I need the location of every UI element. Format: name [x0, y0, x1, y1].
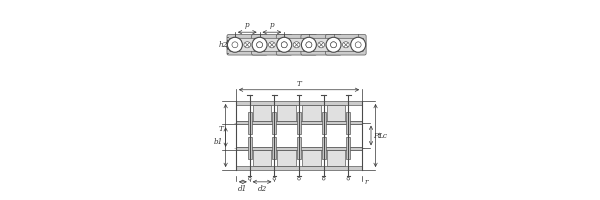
Circle shape	[356, 43, 360, 47]
FancyBboxPatch shape	[251, 35, 292, 55]
FancyBboxPatch shape	[326, 35, 366, 55]
Circle shape	[277, 37, 292, 52]
Ellipse shape	[318, 42, 325, 48]
Circle shape	[306, 42, 312, 48]
Circle shape	[322, 177, 325, 180]
Circle shape	[273, 177, 276, 180]
Text: b1: b1	[214, 138, 223, 146]
Text: T: T	[296, 80, 301, 88]
Text: p: p	[245, 21, 250, 29]
FancyBboxPatch shape	[328, 38, 364, 51]
Circle shape	[252, 37, 267, 52]
Text: r: r	[364, 178, 368, 186]
Bar	[302, 150, 321, 166]
Bar	[272, 137, 277, 159]
FancyBboxPatch shape	[279, 38, 314, 51]
Bar	[277, 150, 296, 166]
Bar	[326, 105, 346, 124]
Circle shape	[281, 42, 287, 48]
Ellipse shape	[244, 42, 251, 48]
Bar	[326, 150, 346, 166]
Circle shape	[347, 177, 350, 180]
FancyBboxPatch shape	[227, 35, 268, 55]
Circle shape	[326, 37, 341, 52]
Text: d1: d1	[238, 185, 247, 193]
Bar	[236, 166, 362, 170]
Circle shape	[282, 43, 286, 47]
Text: d2: d2	[257, 185, 266, 193]
Circle shape	[257, 43, 262, 47]
Circle shape	[301, 37, 316, 52]
Circle shape	[307, 43, 311, 47]
Circle shape	[350, 37, 365, 52]
Circle shape	[298, 177, 301, 180]
Bar	[248, 137, 251, 159]
Bar	[253, 150, 271, 166]
Text: p: p	[269, 21, 274, 29]
Circle shape	[233, 43, 237, 47]
Ellipse shape	[343, 42, 349, 48]
Bar	[302, 105, 321, 124]
Bar	[253, 105, 271, 124]
Circle shape	[306, 42, 312, 48]
Bar	[236, 121, 362, 124]
Bar	[236, 121, 362, 124]
Circle shape	[248, 177, 251, 180]
Text: T: T	[218, 125, 223, 133]
Text: Lc: Lc	[378, 132, 387, 140]
Bar	[236, 147, 362, 150]
Circle shape	[331, 42, 337, 48]
Bar	[346, 137, 350, 159]
Bar	[236, 101, 362, 105]
Text: Pt: Pt	[373, 132, 381, 140]
Circle shape	[281, 42, 287, 48]
Ellipse shape	[293, 42, 300, 48]
FancyBboxPatch shape	[254, 38, 290, 51]
Bar	[346, 112, 350, 134]
Bar	[248, 112, 251, 134]
Bar	[297, 112, 301, 134]
Circle shape	[332, 43, 335, 47]
Circle shape	[257, 42, 263, 48]
Circle shape	[227, 37, 242, 52]
Circle shape	[355, 42, 361, 48]
Circle shape	[331, 42, 337, 48]
Circle shape	[232, 42, 238, 48]
Bar	[236, 147, 362, 150]
Bar	[297, 137, 301, 159]
Bar	[322, 137, 326, 159]
Bar	[272, 112, 277, 134]
Bar	[322, 112, 326, 134]
FancyBboxPatch shape	[276, 35, 317, 55]
Circle shape	[257, 42, 263, 48]
Ellipse shape	[269, 42, 275, 48]
FancyBboxPatch shape	[301, 35, 341, 55]
FancyBboxPatch shape	[229, 38, 265, 51]
Text: h2: h2	[219, 41, 229, 49]
Bar	[277, 105, 296, 124]
FancyBboxPatch shape	[304, 38, 339, 51]
